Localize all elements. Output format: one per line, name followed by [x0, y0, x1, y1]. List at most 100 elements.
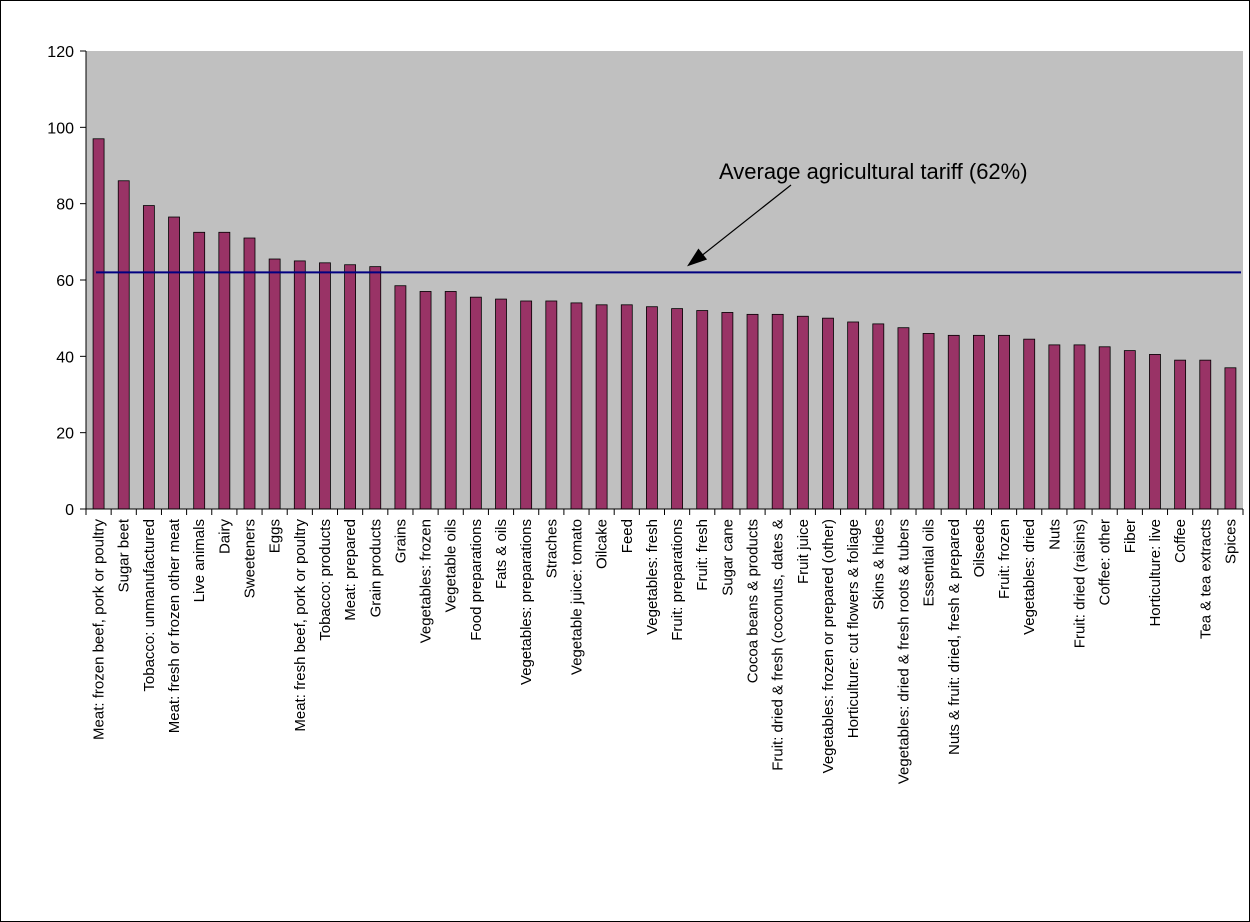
bar: [947, 334, 960, 510]
bar: [1174, 359, 1187, 510]
x-category-label: Vegetable oils: [443, 519, 460, 612]
bars: [92, 138, 1237, 510]
bar: [168, 216, 180, 510]
x-category-label: Tobacco: products: [317, 519, 334, 641]
bar: [520, 300, 533, 510]
annotation-arrow: [696, 184, 792, 260]
x-category-label: Coffee: [1172, 519, 1189, 563]
x-category-label: Tea & tea extracts: [1197, 519, 1214, 639]
bar: [696, 310, 709, 510]
bar: [369, 266, 382, 510]
bar: [495, 298, 507, 510]
bar: [847, 321, 860, 510]
x-category-label: Vegetable juice: tomato: [568, 519, 585, 675]
x-category-label: Dairy: [216, 519, 233, 555]
x-category-label: Fiber: [1122, 519, 1139, 553]
x-category-label: Fruit: preparations: [669, 519, 686, 641]
x-category-label: Nuts & fruit: dried, fresh & prepared: [946, 519, 963, 755]
x-category-label: Live animals: [191, 519, 208, 602]
bar: [1098, 346, 1111, 510]
x-category-label: Food preparations: [468, 519, 485, 641]
bar: [419, 291, 432, 510]
x-category-label: Cocoa beans & products: [745, 519, 762, 683]
bar: [1199, 359, 1212, 510]
x-category-label: Horticulture: live: [1147, 519, 1164, 627]
y-tick-label: 20: [56, 426, 74, 443]
x-category-label: Sugar cane: [719, 519, 736, 596]
x-category-label: Meat: frozen beef, pork or poultry: [91, 519, 108, 740]
bar: [344, 264, 356, 510]
x-category-label: Fruit: dried & fresh (coconuts, dates &: [770, 519, 787, 771]
bar: [243, 237, 256, 510]
y-tick-label: 0: [65, 502, 74, 519]
y-tick-label: 120: [47, 44, 74, 61]
bar: [721, 312, 734, 510]
x-category-label: Oilseeds: [971, 519, 988, 577]
x-axis-labels: Meat: frozen beef, pork or poultry Sugar …: [91, 518, 1240, 784]
y-axis-ticks: 0 20 40 60 80 100 120: [47, 44, 86, 519]
bar: [545, 300, 558, 510]
bar: [319, 262, 331, 510]
x-category-label: Fruit: fresh: [694, 519, 711, 591]
x-category-label: Grain products: [367, 519, 384, 617]
x-category-label: Feed: [619, 519, 636, 553]
x-category-label: Essential oils: [921, 519, 938, 607]
bar: [998, 334, 1010, 510]
x-category-label: Vegetables: dried & fresh roots & tubers: [895, 519, 912, 784]
x-category-label: Grains: [392, 519, 409, 563]
annotation-label: Average agricultural tariff (62%): [719, 159, 1028, 184]
plot-area: [86, 51, 1243, 509]
bar: [268, 258, 281, 510]
x-category-label: Fruit juice: [795, 519, 812, 584]
x-category-label: Tobacco: unmanufactured: [141, 519, 158, 692]
x-category-label: Spices: [1222, 519, 1239, 564]
bar: [469, 296, 482, 510]
bar: [771, 313, 784, 510]
x-category-label: Meat: fresh beef, pork or poultry: [292, 519, 309, 732]
bar: [1123, 350, 1136, 510]
bar: [142, 205, 155, 510]
x-category-label: Oilcake: [594, 519, 611, 569]
bar: [746, 313, 759, 510]
x-category-label: Coffee: other: [1097, 519, 1114, 605]
bar: [570, 302, 583, 510]
bar: [973, 334, 985, 510]
bar: [92, 138, 105, 510]
x-category-label: Fruit: frozen: [996, 519, 1013, 599]
x-category-label: Meat: prepared: [342, 519, 359, 621]
bar: [444, 291, 457, 510]
y-tick-label: 60: [56, 273, 74, 290]
bar: [671, 308, 683, 510]
x-category-label: Eggs: [267, 519, 284, 553]
x-category-label: Sweeteners: [241, 519, 258, 598]
x-category-label: Horticulture: cut flowers & foliage: [845, 519, 862, 738]
bar: [646, 306, 658, 510]
y-tick-label: 40: [56, 349, 74, 366]
x-category-label: Meat: fresh or frozen other meat: [166, 518, 183, 733]
bar: [796, 315, 809, 510]
y-tick-label: 100: [47, 120, 74, 137]
bar: [1073, 344, 1086, 510]
bar: [595, 304, 608, 510]
bar: [822, 317, 834, 510]
annotation-arrow-head: [687, 248, 708, 267]
bar: [218, 231, 231, 510]
x-category-label: Vegetables: frozen: [418, 519, 435, 643]
bar: [872, 323, 885, 510]
x-category-label: Straches: [543, 519, 560, 578]
bar: [1149, 354, 1161, 510]
x-category-label: Nuts: [1046, 519, 1063, 550]
bar: [117, 180, 130, 510]
x-category-label: Skins & hides: [870, 519, 887, 610]
x-category-label: Vegetables: dried: [1021, 519, 1038, 635]
x-category-label: Vegetables: fresh: [644, 519, 661, 635]
bar: [1048, 344, 1061, 510]
x-category-label: Fats & oils: [493, 519, 510, 589]
x-category-label: Sugar beet: [116, 518, 133, 592]
bar: [1023, 338, 1036, 510]
x-category-label: Fruit: dried (raisins): [1072, 519, 1089, 648]
x-category-label: Vegetables: frozen or prepared (other): [820, 519, 837, 773]
bar: [1224, 367, 1237, 510]
